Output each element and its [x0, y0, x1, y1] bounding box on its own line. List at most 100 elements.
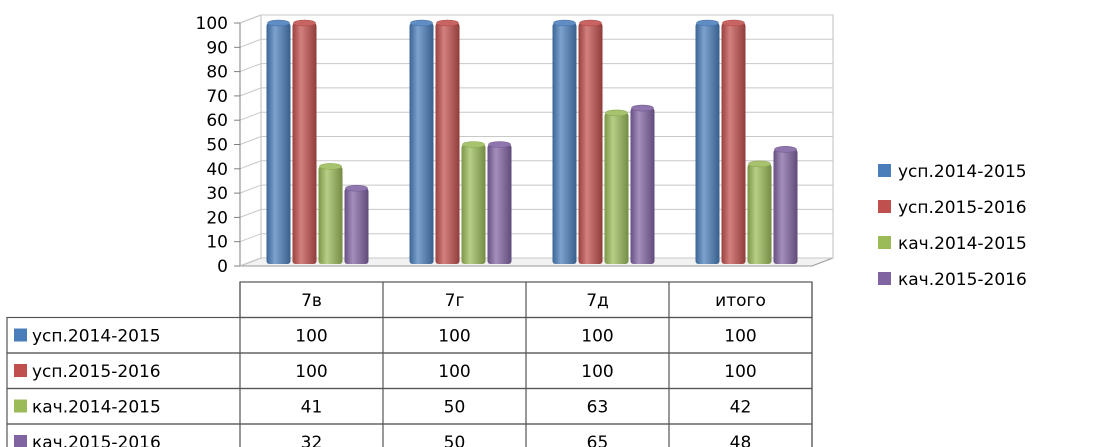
bar-top — [748, 160, 771, 168]
bar-top — [293, 19, 316, 27]
table-legend-key — [14, 364, 27, 377]
y-axis: 0 10 20 30 40 50 60 70 80 90 100 — [196, 14, 241, 277]
y-tick-label: 100 — [196, 14, 228, 34]
bar-top — [436, 19, 459, 27]
table-cell: 100 — [581, 327, 613, 347]
y-tick-label: 80 — [206, 63, 228, 83]
table-cell: 50 — [444, 433, 466, 447]
gridline — [239, 87, 833, 97]
legend-key — [878, 272, 891, 285]
bar — [344, 184, 369, 264]
y-tick-label: 60 — [206, 111, 228, 131]
bar-top — [319, 163, 342, 170]
legend-label: кач.2015-2016 — [898, 270, 1027, 290]
table-row-label: усп.2015-2016 — [32, 362, 161, 382]
y-tick-label: 10 — [206, 233, 228, 253]
bar — [630, 104, 655, 264]
gridline — [239, 14, 833, 24]
bar — [552, 19, 577, 264]
gridline — [239, 38, 833, 48]
bar — [292, 19, 317, 264]
table-legend-key — [14, 435, 27, 447]
y-tick-label: 90 — [206, 38, 228, 58]
bar — [578, 19, 603, 264]
bar-body — [630, 108, 655, 264]
bar-body — [578, 23, 603, 264]
bar — [695, 19, 720, 264]
table-cell: 100 — [438, 362, 470, 382]
table-legend-key — [14, 328, 27, 342]
y-tick-label: 70 — [206, 87, 228, 107]
bar-body — [773, 149, 798, 264]
bar-body — [318, 166, 343, 264]
table-cell: 50 — [444, 398, 466, 418]
table-header-cell: 7д — [586, 291, 609, 311]
bar-top — [696, 19, 719, 27]
bar-top — [345, 184, 368, 192]
bar-body — [747, 163, 772, 264]
table-row-label: кач.2015-2016 — [32, 433, 161, 447]
table-cell: 100 — [438, 327, 470, 347]
table-header-cell: итого — [715, 291, 766, 311]
bar-body — [721, 23, 746, 264]
bar-body — [604, 112, 629, 264]
table-legend-key — [14, 399, 27, 413]
bar — [604, 109, 629, 264]
table-cell: 100 — [295, 327, 327, 347]
bar-body — [695, 23, 720, 264]
bar — [747, 160, 772, 264]
bar-body — [344, 188, 369, 264]
bar-body — [552, 23, 577, 264]
table-cell: 63 — [587, 398, 609, 418]
table-cell: 32 — [301, 433, 323, 447]
gridline — [239, 63, 833, 73]
bar — [461, 141, 486, 264]
legend-label: кач.2014-2015 — [898, 234, 1027, 254]
table-cell: 100 — [724, 327, 756, 347]
legend-label: усп.2015-2016 — [898, 198, 1027, 218]
bar-top — [267, 19, 290, 27]
table-row — [6, 423, 813, 447]
bar-top — [605, 109, 628, 117]
table-cell: 100 — [581, 362, 613, 382]
bar-top — [579, 19, 602, 27]
y-tick-label: 0 — [217, 257, 228, 277]
table-cell: 48 — [730, 433, 752, 447]
legend-key — [878, 200, 891, 213]
bar — [409, 19, 434, 264]
legend: усп.2014-2015 усп.2015-2016 кач.2014-2015 к… — [878, 162, 1027, 290]
table-cell: 41 — [301, 398, 323, 418]
y-tick-label: 50 — [206, 136, 228, 156]
bar-top — [774, 146, 797, 153]
bar-top — [631, 104, 654, 112]
legend-key — [878, 164, 891, 177]
bar — [435, 19, 460, 264]
legend-key — [878, 236, 891, 249]
bar-top — [722, 19, 745, 27]
y-tick-label: 20 — [206, 208, 228, 228]
bar-body — [461, 144, 486, 264]
table-cell: 65 — [587, 433, 609, 447]
bar-body — [292, 23, 317, 264]
bar — [487, 141, 512, 264]
bar-body — [409, 23, 434, 264]
bar — [721, 19, 746, 264]
bar — [266, 19, 291, 264]
bar-body — [266, 23, 291, 264]
table-row-label: кач.2014-2015 — [32, 398, 161, 418]
bar-body — [487, 144, 512, 264]
bars — [266, 19, 798, 264]
table-header-cell: 7в — [301, 291, 322, 311]
bar-top — [462, 141, 485, 148]
bar — [773, 146, 798, 264]
bar-body — [435, 23, 460, 264]
table-cell: 42 — [730, 398, 752, 418]
bar — [318, 163, 343, 264]
table-header-cell: 7г — [445, 291, 465, 311]
data-table: 7в 7г 7д итого усп.2014-2015 100 100 100 100 усп.… — [6, 281, 813, 447]
bar-top — [410, 19, 433, 27]
table-row-label: усп.2014-2015 — [32, 327, 161, 347]
y-tick-label: 30 — [206, 184, 228, 204]
bar-top — [488, 141, 511, 148]
